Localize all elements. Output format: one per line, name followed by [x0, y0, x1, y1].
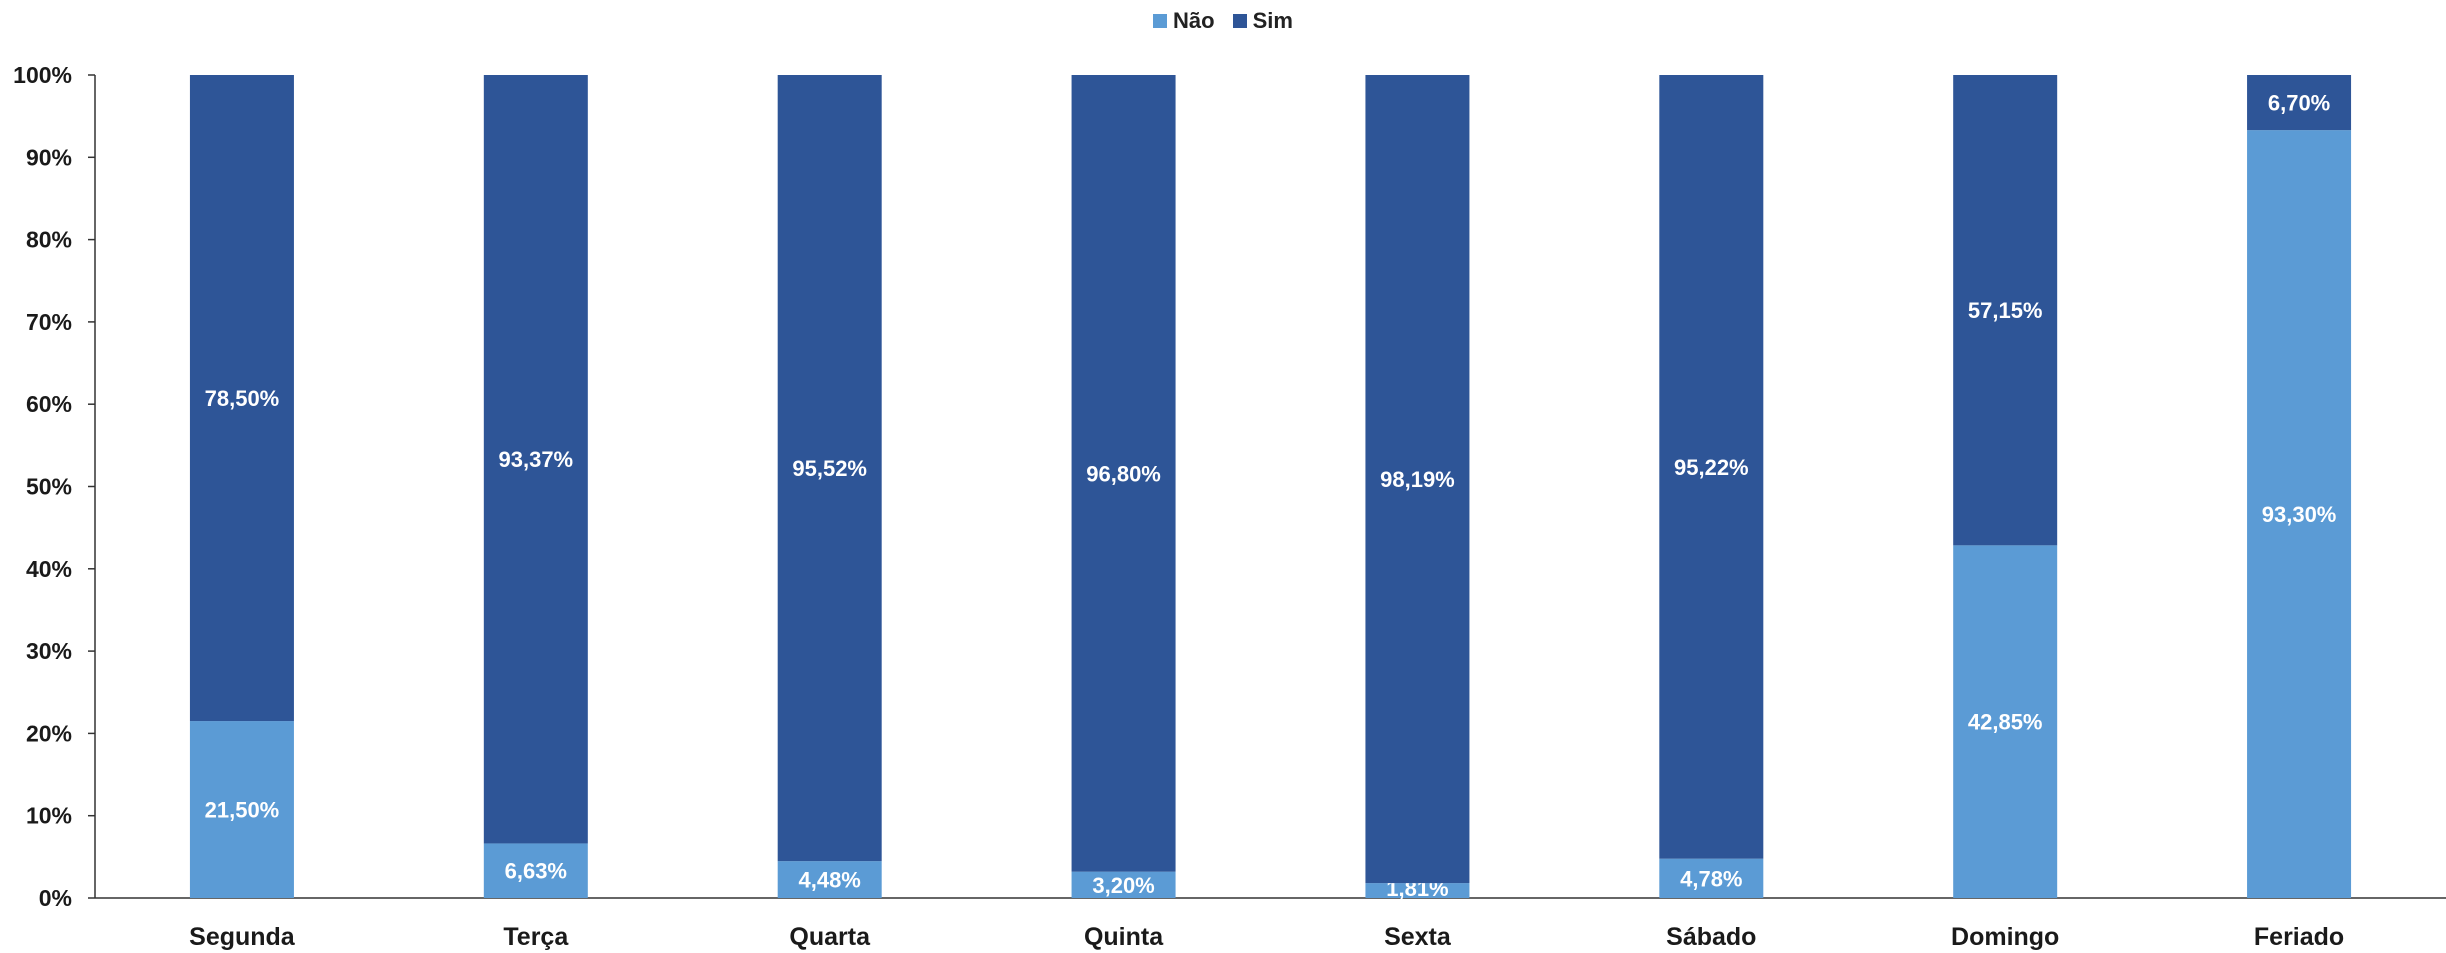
bar-segment-sim [2247, 75, 2352, 131]
bar-segment-nao [189, 721, 294, 898]
legend-swatch-sim [1232, 14, 1247, 28]
data-label: 6,63% [505, 859, 567, 884]
bar-segment-sim [189, 75, 294, 722]
bar-segment-nao [1953, 545, 2058, 898]
y-tick-label: 100% [13, 62, 72, 88]
x-category-label: Quinta [1084, 923, 1164, 951]
x-category-label: Sábado [1666, 923, 1756, 951]
legend-item-nao: Não [1153, 8, 1215, 34]
bar-segment-sim [1659, 75, 1764, 859]
legend-item-sim: Sim [1232, 8, 1293, 34]
data-label: 3,20% [1092, 873, 1154, 898]
x-category-label: Sexta [1384, 923, 1452, 951]
data-label: 4,48% [798, 868, 860, 893]
data-label: 57,15% [1968, 298, 2043, 323]
y-tick-label: 90% [26, 144, 72, 170]
y-tick-label: 10% [26, 803, 72, 829]
x-category-label: Terça [503, 923, 569, 951]
y-tick-label: 80% [26, 227, 72, 253]
data-label: 4,78% [1680, 866, 1742, 891]
legend-label-nao: Não [1173, 8, 1215, 33]
bar-segment-nao [1365, 883, 1470, 898]
data-label: 95,22% [1674, 455, 1749, 480]
bar-segment-nao [777, 861, 882, 898]
x-category-label: Quarta [789, 923, 871, 951]
bar-segment-sim [483, 75, 588, 844]
y-tick-label: 60% [26, 391, 72, 417]
bar-segment-nao [1659, 858, 1764, 898]
chart-legend: Não Sim [0, 8, 2446, 34]
x-category-label: Segunda [189, 923, 296, 951]
bar-segment-sim [1365, 75, 1470, 884]
legend-label-sim: Sim [1252, 8, 1293, 33]
y-tick-label: 0% [39, 885, 72, 911]
y-tick-label: 30% [26, 638, 72, 664]
data-label: 93,30% [2262, 502, 2337, 527]
y-tick-label: 20% [26, 720, 72, 746]
bar-segment-sim [1953, 75, 2058, 546]
x-category-label: Feriado [2254, 923, 2344, 951]
legend-swatch-nao [1153, 14, 1168, 28]
bar-segment-sim [777, 75, 882, 862]
data-label: 21,50% [205, 798, 280, 823]
data-label: 95,52% [792, 456, 867, 481]
bar-segment-nao [2247, 130, 2352, 899]
data-label: 6,70% [2268, 91, 2330, 116]
data-label: 98,19% [1380, 467, 1455, 492]
bar-segment-sim [1071, 75, 1176, 872]
data-label: 96,80% [1086, 461, 1161, 486]
y-tick-label: 50% [26, 474, 72, 500]
data-label: 78,50% [205, 386, 280, 411]
y-tick-label: 40% [26, 556, 72, 582]
data-label: 42,85% [1968, 710, 2043, 735]
bar-segment-nao [483, 843, 588, 898]
bar-segment-nao [1071, 871, 1176, 898]
y-tick-label: 70% [26, 309, 72, 335]
data-label: 93,37% [499, 447, 574, 472]
x-category-label: Domingo [1951, 923, 2059, 951]
